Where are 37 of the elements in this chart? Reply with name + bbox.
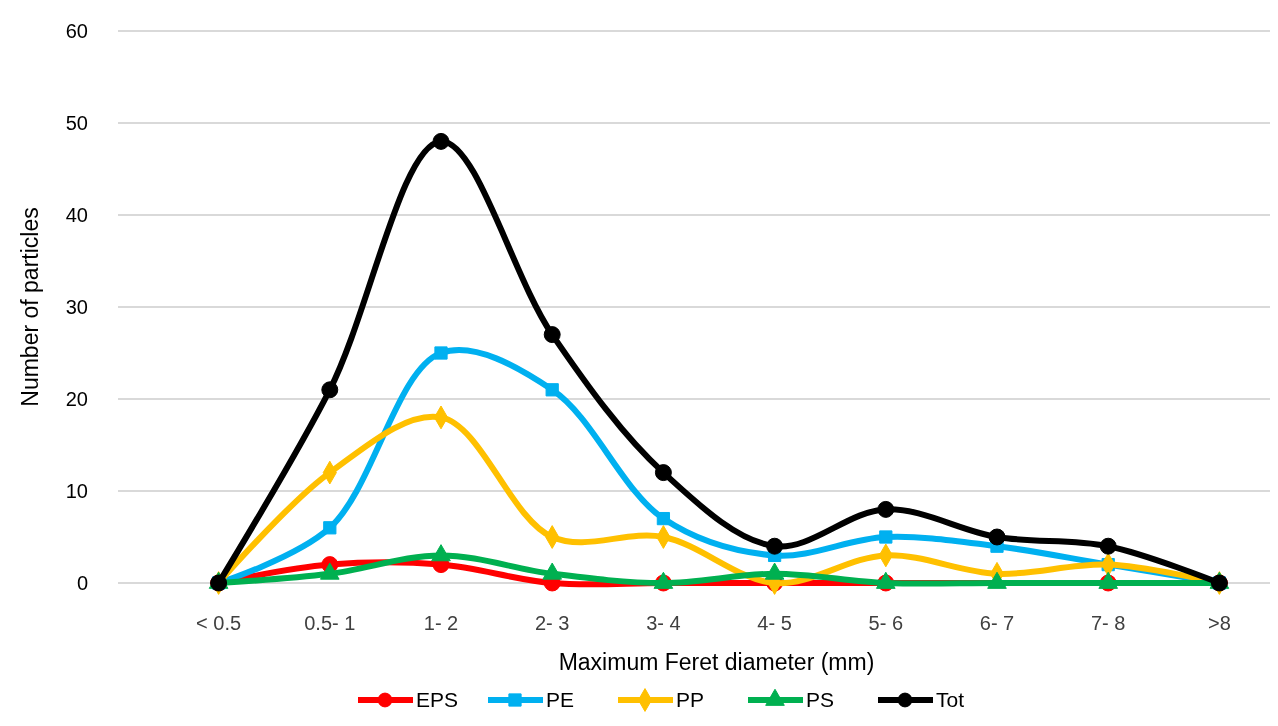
y-tick-label: 20 <box>65 388 88 410</box>
x-tick-label: < 0.5 <box>196 612 242 634</box>
point <box>656 511 671 526</box>
y-axis-title: Number of particles <box>17 207 43 407</box>
x-axis-title: Maximum Feret diameter (mm) <box>558 649 875 675</box>
x-tick-label: 4- 5 <box>757 612 792 634</box>
x-tick-label: 6- 7 <box>979 612 1015 634</box>
x-tick-label: 2- 3 <box>534 612 570 634</box>
y-tick-label: 10 <box>65 480 88 502</box>
point <box>879 530 893 544</box>
point <box>545 383 559 397</box>
legend-label: PS <box>806 688 835 712</box>
point <box>321 381 339 399</box>
legend-label: PE <box>546 688 575 712</box>
x-tick-label: 5- 6 <box>868 612 904 634</box>
point <box>543 326 561 344</box>
legend-label: PP <box>676 688 705 712</box>
y-tick-label: 30 <box>65 296 88 318</box>
y-tick-label: 60 <box>65 20 88 42</box>
point <box>323 521 337 535</box>
y-tick-label: 40 <box>65 204 88 226</box>
x-tick-label: 1- 2 <box>423 612 459 634</box>
x-tick-label: 7- 8 <box>1090 612 1126 634</box>
legend-label: Tot <box>936 688 965 712</box>
point <box>988 528 1006 546</box>
y-tick-label: 0 <box>76 572 88 594</box>
point <box>1099 537 1117 555</box>
point <box>877 500 895 518</box>
point <box>434 346 448 360</box>
point <box>766 537 784 555</box>
point <box>432 132 450 150</box>
x-tick-label: 0.5- 1 <box>304 612 356 634</box>
x-tick-label: 3- 4 <box>646 612 681 634</box>
y-tick-label: 50 <box>65 112 88 134</box>
legend-label: EPS <box>416 688 459 712</box>
point <box>654 464 672 482</box>
x-tick-label: >8 <box>1207 612 1231 634</box>
